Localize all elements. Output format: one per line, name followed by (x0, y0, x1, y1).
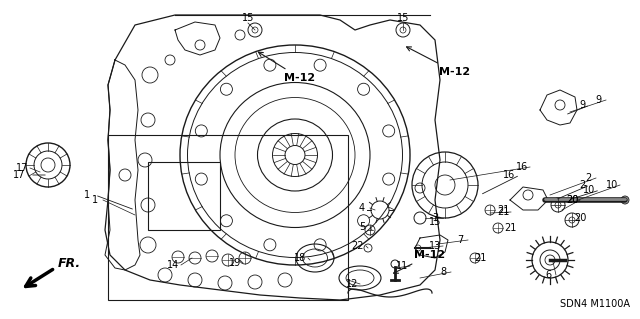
Text: M-12: M-12 (406, 47, 470, 77)
Text: 16: 16 (516, 162, 528, 172)
Text: 22: 22 (352, 241, 364, 251)
Text: M-12: M-12 (259, 52, 316, 83)
Text: 10: 10 (606, 180, 618, 190)
Text: 7: 7 (457, 235, 463, 245)
Text: 15: 15 (397, 13, 409, 23)
Text: 17: 17 (16, 163, 28, 173)
Text: 15: 15 (242, 13, 254, 23)
Text: 15: 15 (429, 217, 441, 227)
Text: 21: 21 (497, 207, 509, 217)
Text: 2: 2 (579, 180, 585, 190)
Text: FR.: FR. (58, 257, 81, 270)
Text: 20: 20 (574, 213, 586, 223)
Text: 6: 6 (545, 270, 551, 280)
Text: 21: 21 (497, 205, 509, 215)
Text: 9: 9 (595, 95, 601, 105)
Text: 4: 4 (359, 203, 365, 213)
Text: 20: 20 (566, 195, 578, 205)
Text: 17: 17 (13, 170, 25, 180)
Text: 18: 18 (294, 253, 306, 263)
Bar (108, 135, 348, 300)
Text: 10: 10 (583, 185, 595, 195)
Text: M-12: M-12 (394, 250, 445, 273)
Text: 11: 11 (396, 261, 408, 271)
Text: 21: 21 (474, 253, 486, 263)
Text: 1: 1 (84, 190, 90, 200)
Bar (148, 162, 220, 230)
Text: 14: 14 (167, 260, 179, 270)
Text: 12: 12 (346, 279, 358, 289)
Text: SDN4 M1100A: SDN4 M1100A (560, 299, 630, 309)
Text: 19: 19 (229, 258, 241, 268)
Text: 3: 3 (432, 213, 438, 223)
Circle shape (621, 196, 629, 204)
Text: 1: 1 (92, 195, 98, 205)
Text: 20: 20 (566, 195, 578, 205)
Text: 9: 9 (579, 100, 585, 110)
Text: 16: 16 (503, 170, 515, 180)
Text: 5: 5 (359, 222, 365, 232)
Text: 13: 13 (429, 241, 441, 251)
Text: 2: 2 (585, 173, 591, 183)
Text: 21: 21 (504, 223, 516, 233)
Text: 8: 8 (440, 267, 446, 277)
